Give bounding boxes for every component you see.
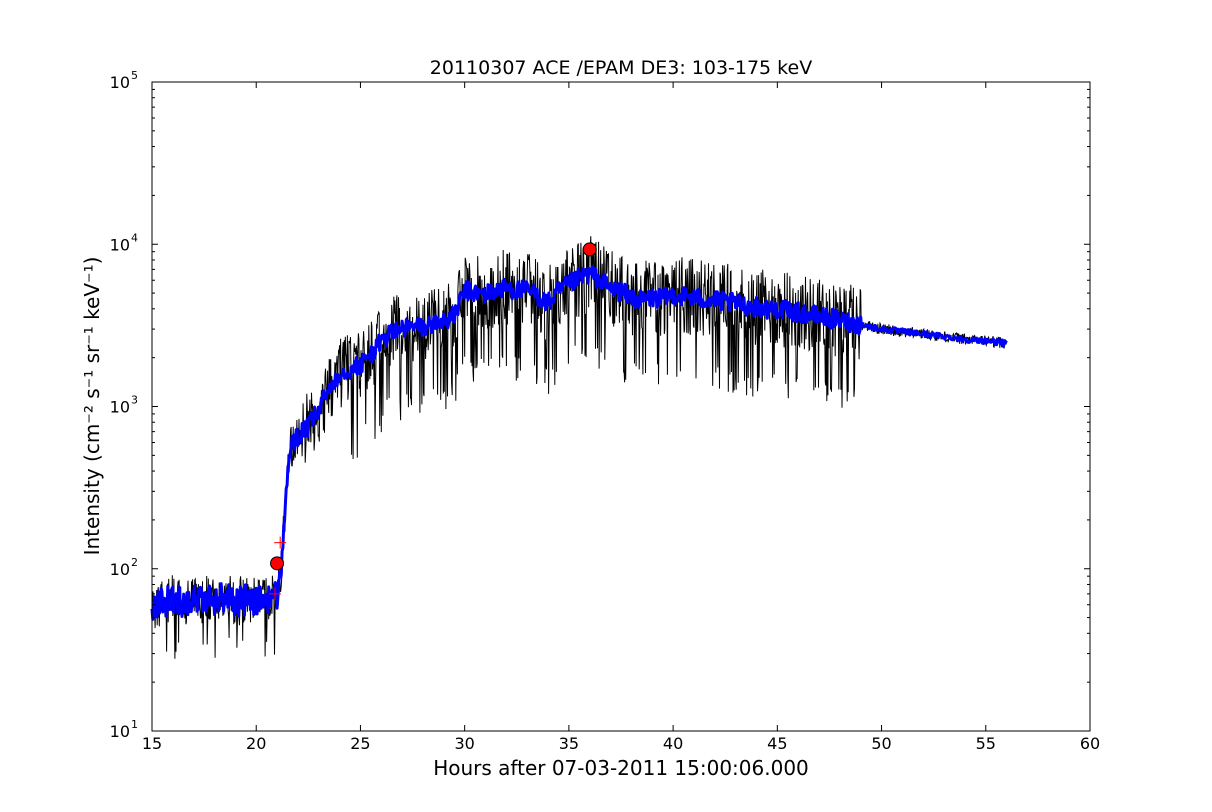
- plot-area: [150, 81, 1091, 732]
- smoothed-intensity-line: [150, 265, 1008, 621]
- raw-intensity-line: [151, 236, 1008, 659]
- event-marker: [270, 556, 285, 571]
- x-tick-label: 55: [976, 734, 996, 753]
- y-tick-base: 10: [110, 398, 130, 417]
- event-marker: [582, 242, 597, 257]
- y-tick-label: 10: [110, 398, 130, 417]
- y-tick-exponent: 4: [131, 231, 138, 244]
- y-tick-exponent: 2: [131, 556, 138, 569]
- x-tick-label: 60: [1080, 734, 1100, 753]
- y-tick-label: 10: [110, 235, 130, 254]
- x-tick-label: 25: [350, 734, 370, 753]
- y-tick-exponent: 3: [131, 394, 138, 407]
- x-tick-label: 45: [767, 734, 787, 753]
- marker-layer: [268, 242, 597, 600]
- plot-frame: [151, 81, 1091, 732]
- x-tick-label: 50: [871, 734, 891, 753]
- y-axis-label: Intensity (cm⁻² s⁻¹ sr⁻¹ keV⁻¹): [80, 257, 104, 556]
- y-tick-base: 10: [110, 235, 130, 254]
- x-tick-label: 40: [663, 734, 683, 753]
- y-tick-label: 10: [110, 722, 130, 741]
- plus-marker: [268, 587, 281, 600]
- y-tick-exponent: 5: [131, 69, 138, 82]
- x-axis: 15 20 25 30 35 40 45 50 55 60: [142, 82, 1100, 753]
- x-tick-label: 35: [559, 734, 579, 753]
- y-tick-base: 10: [110, 560, 130, 579]
- chart-title: 20110307 ACE /EPAM DE3: 103-175 keV: [430, 57, 812, 79]
- x-tick-label: 15: [142, 734, 162, 753]
- x-tick-label: 20: [246, 734, 266, 753]
- y-tick-label: 10: [110, 560, 130, 579]
- x-axis-label: Hours after 07-03-2011 15:00:06.000: [433, 756, 809, 780]
- y-tick-label: 10: [110, 73, 130, 92]
- plus-marker: [274, 536, 287, 549]
- x-tick-label: 30: [454, 734, 474, 753]
- y-tick-base: 10: [110, 73, 130, 92]
- y-tick-exponent: 1: [131, 718, 138, 731]
- series-layer: [150, 236, 1008, 659]
- y-tick-base: 10: [110, 722, 130, 741]
